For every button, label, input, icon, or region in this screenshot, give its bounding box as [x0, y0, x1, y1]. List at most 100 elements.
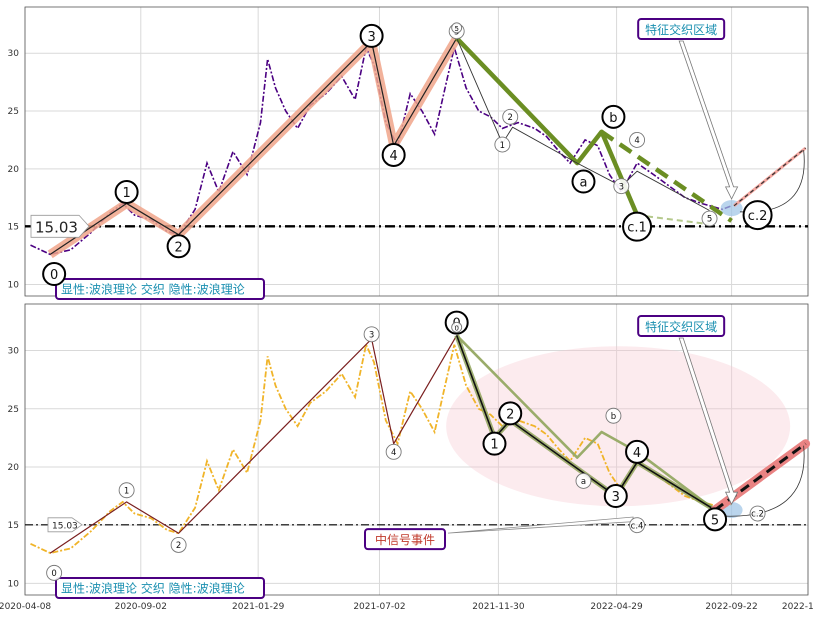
wave-label-0: 0: [46, 564, 63, 581]
wave-label-text: 5: [707, 215, 712, 225]
wave-marker: [359, 23, 384, 48]
wave-label-4: 4: [629, 131, 646, 148]
wave-label-4: 4: [385, 443, 402, 460]
wave-label-5: 5: [451, 22, 463, 34]
wave-label-c.4: c.4: [629, 517, 646, 534]
wave-label-text: 0: [51, 569, 56, 579]
indicator-label-box: [55, 278, 265, 300]
x-tick-label: 2021-01-29: [232, 602, 285, 612]
y-tick-label: 30: [8, 347, 20, 357]
wave-marker: [498, 401, 523, 426]
wave-marker: [613, 178, 630, 195]
wave-label-0: 0: [451, 321, 463, 333]
wave-label-text: 4: [633, 446, 641, 461]
wave-marker: [601, 104, 626, 129]
wave-label-text: 1: [490, 438, 498, 453]
wave-marker: [603, 484, 628, 509]
primary-wave-line: [49, 37, 458, 255]
wave-label-text: 3: [367, 30, 375, 45]
plot-frame: [24, 303, 809, 596]
wave-marker: [701, 210, 718, 227]
wave-label-0: 0: [42, 262, 67, 287]
wave-label-text: c.1: [627, 221, 647, 236]
wave-marker: [571, 169, 596, 194]
y-tick-label: 20: [8, 165, 20, 175]
wave-label-3: 3: [613, 178, 630, 195]
wave-label-text: a: [581, 477, 586, 487]
x-tick-label: 2022-12-28: [782, 602, 813, 612]
wave-label-b: b: [605, 407, 622, 424]
wave-marker: [629, 517, 646, 534]
wave-label-text: 0: [50, 268, 58, 283]
correction-wave-line: [455, 36, 640, 216]
wave-label-3: 3: [603, 484, 628, 509]
y-tick-label: 10: [8, 280, 20, 290]
indicator-label: 显性:波浪理论 交织 隐性:波浪理论: [61, 581, 245, 596]
y-tick-label: 10: [8, 579, 20, 589]
wave-label-4: 4: [381, 142, 406, 167]
wave-label-text: 3: [369, 330, 374, 340]
primary-wave-line: [49, 335, 458, 554]
wave-label-2: 2: [498, 401, 523, 426]
wave-label-text: b: [609, 111, 617, 126]
wave-marker: [451, 22, 463, 34]
wave-label-text: 5: [454, 25, 458, 33]
event-label: 中信号事件: [375, 532, 435, 547]
correction-wave-line: [455, 334, 716, 512]
wave-label-text: 1: [500, 141, 505, 151]
wave-label-text: a: [580, 176, 588, 191]
wave-label-text: 1: [122, 186, 130, 201]
wave-label-5: 5: [703, 507, 728, 532]
wave-label-1: 1: [482, 431, 507, 456]
wave-marker: [114, 179, 139, 204]
correction-dashed-line: [600, 129, 733, 223]
wave-marker: [742, 200, 773, 231]
wave-marker: [166, 234, 191, 259]
wave-marker: [625, 439, 650, 464]
wave-label-text: 5: [711, 513, 719, 528]
wave-label-text: 4: [634, 136, 639, 146]
price-series-line: [30, 341, 732, 555]
level-label: 15.03: [52, 521, 78, 531]
wave-marker: [363, 326, 380, 343]
wave-label-5: 5: [701, 210, 718, 227]
indicator-label: 显性:波浪理论 交织 隐性:波浪理论: [61, 282, 245, 297]
wave-label-text: 4: [391, 448, 396, 458]
wave-label-2: 2: [502, 108, 519, 125]
level-label-box: [30, 214, 90, 238]
wave-label-c.1: c.1: [622, 211, 653, 242]
y-tick-label: 15: [8, 223, 19, 233]
wave-label-text: 1: [124, 486, 129, 496]
plot-frame: [24, 6, 809, 297]
wave-marker: [605, 407, 622, 424]
wave-marker: [482, 431, 507, 456]
wave-label-b: b: [601, 104, 626, 129]
callout-box: [637, 18, 726, 40]
wave-marker: [385, 443, 402, 460]
x-tick-label: 2020-09-02: [115, 602, 167, 612]
wave-marker: [575, 472, 592, 489]
callout-arrow: [678, 337, 739, 506]
wave-label-2: 2: [170, 536, 187, 553]
wave-label-c.2: c.2: [742, 200, 773, 231]
level-label: 15.03: [35, 218, 78, 236]
wave-marker: [494, 136, 511, 153]
callout-label: 特征交织区域: [645, 319, 717, 334]
wave-label-text: b: [611, 412, 616, 422]
callout-arrow: [678, 40, 739, 200]
wave-marker: [170, 536, 187, 553]
callout-label: 特征交织区域: [645, 22, 717, 37]
price-series-line: [30, 44, 732, 256]
x-tick-label: 2022-04-29: [590, 602, 643, 612]
wave-label-c.2: c.2: [749, 505, 766, 522]
wave-label-3: 3: [363, 326, 380, 343]
wave-marker: [381, 142, 406, 167]
wave-marker: [451, 321, 463, 333]
wave-label-2: 2: [166, 234, 191, 259]
forecast-line: [733, 147, 806, 207]
x-tick-label: 2022-09-22: [705, 602, 757, 612]
wave-label-text: 2: [508, 113, 513, 123]
y-tick-label: 15: [8, 521, 19, 531]
wave-label-4: 4: [625, 439, 650, 464]
